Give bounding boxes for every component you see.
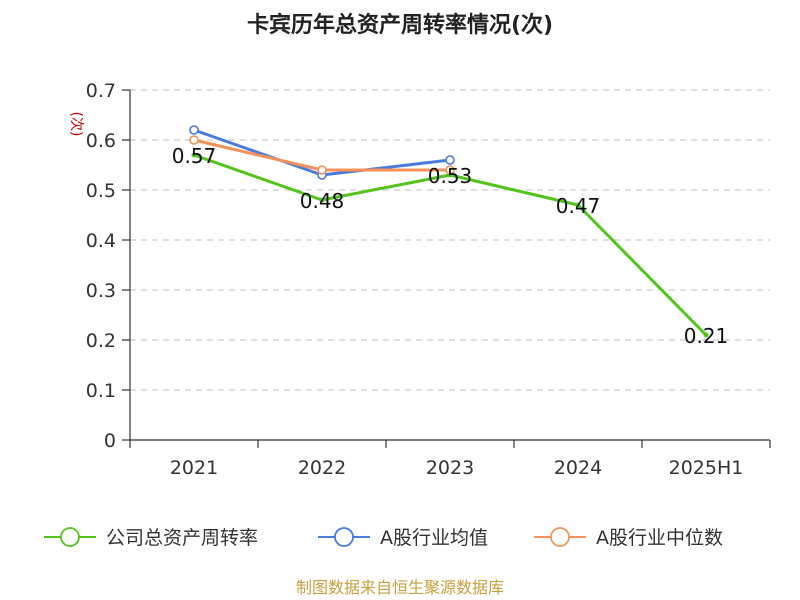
- data-labels: 0.57 0.48 0.53 0.47 0.21: [172, 144, 729, 348]
- series-point: [319, 197, 325, 203]
- y-tick-label: 0.5: [86, 180, 116, 202]
- source-note: 制图数据来自恒生聚源数据库: [296, 578, 504, 597]
- y-tick-label: 0.2: [86, 330, 116, 352]
- axes: 0 0.1 0.2 0.3 0.4 0.5 0.6 0.7 2021 2022 2023 2024 20…: [86, 80, 771, 479]
- legend-label: 公司总资产周转率: [106, 527, 258, 549]
- series-point: [445, 155, 455, 165]
- x-tick-label: 2022: [298, 457, 346, 479]
- x-tick-label: 2023: [426, 457, 474, 479]
- series-point: [189, 125, 199, 135]
- legend-label: A股行业均值: [380, 527, 488, 549]
- series-point: [189, 135, 199, 145]
- x-tick-label: 2021: [170, 457, 218, 479]
- y-tick-label: 0.7: [86, 80, 116, 102]
- y-tick-label: 0.4: [86, 230, 116, 252]
- legend: 公司总资产周转率 A股行业均值 A股行业中位数: [44, 527, 723, 549]
- series-point: [703, 332, 709, 338]
- series-group: [189, 125, 709, 338]
- series-point: [445, 165, 455, 175]
- data-label: 0.53: [428, 164, 473, 188]
- y-tick-label: 0: [104, 430, 116, 452]
- legend-marker: [60, 527, 80, 547]
- data-label: 0.57: [172, 144, 217, 168]
- y-axis-label: (次): [68, 112, 84, 137]
- data-label: 0.21: [684, 324, 729, 348]
- y-tick-label: 0.6: [86, 130, 116, 152]
- series-point: [317, 165, 327, 175]
- chart-title: 卡宾历年总资产周转率情况(次): [247, 12, 553, 38]
- legend-marker: [334, 527, 354, 547]
- legend-marker: [550, 527, 570, 547]
- x-tick-label: 2024: [554, 457, 602, 479]
- series-point: [191, 152, 197, 158]
- grid: [130, 89, 770, 391]
- x-tick-label: 2025H1: [669, 457, 744, 479]
- series-point: [575, 202, 581, 208]
- y-tick-label: 0.3: [86, 280, 116, 302]
- data-label: 0.47: [556, 194, 601, 218]
- y-tick-label: 0.1: [86, 380, 116, 402]
- legend-label: A股行业中位数: [596, 527, 723, 549]
- data-label: 0.48: [300, 189, 345, 213]
